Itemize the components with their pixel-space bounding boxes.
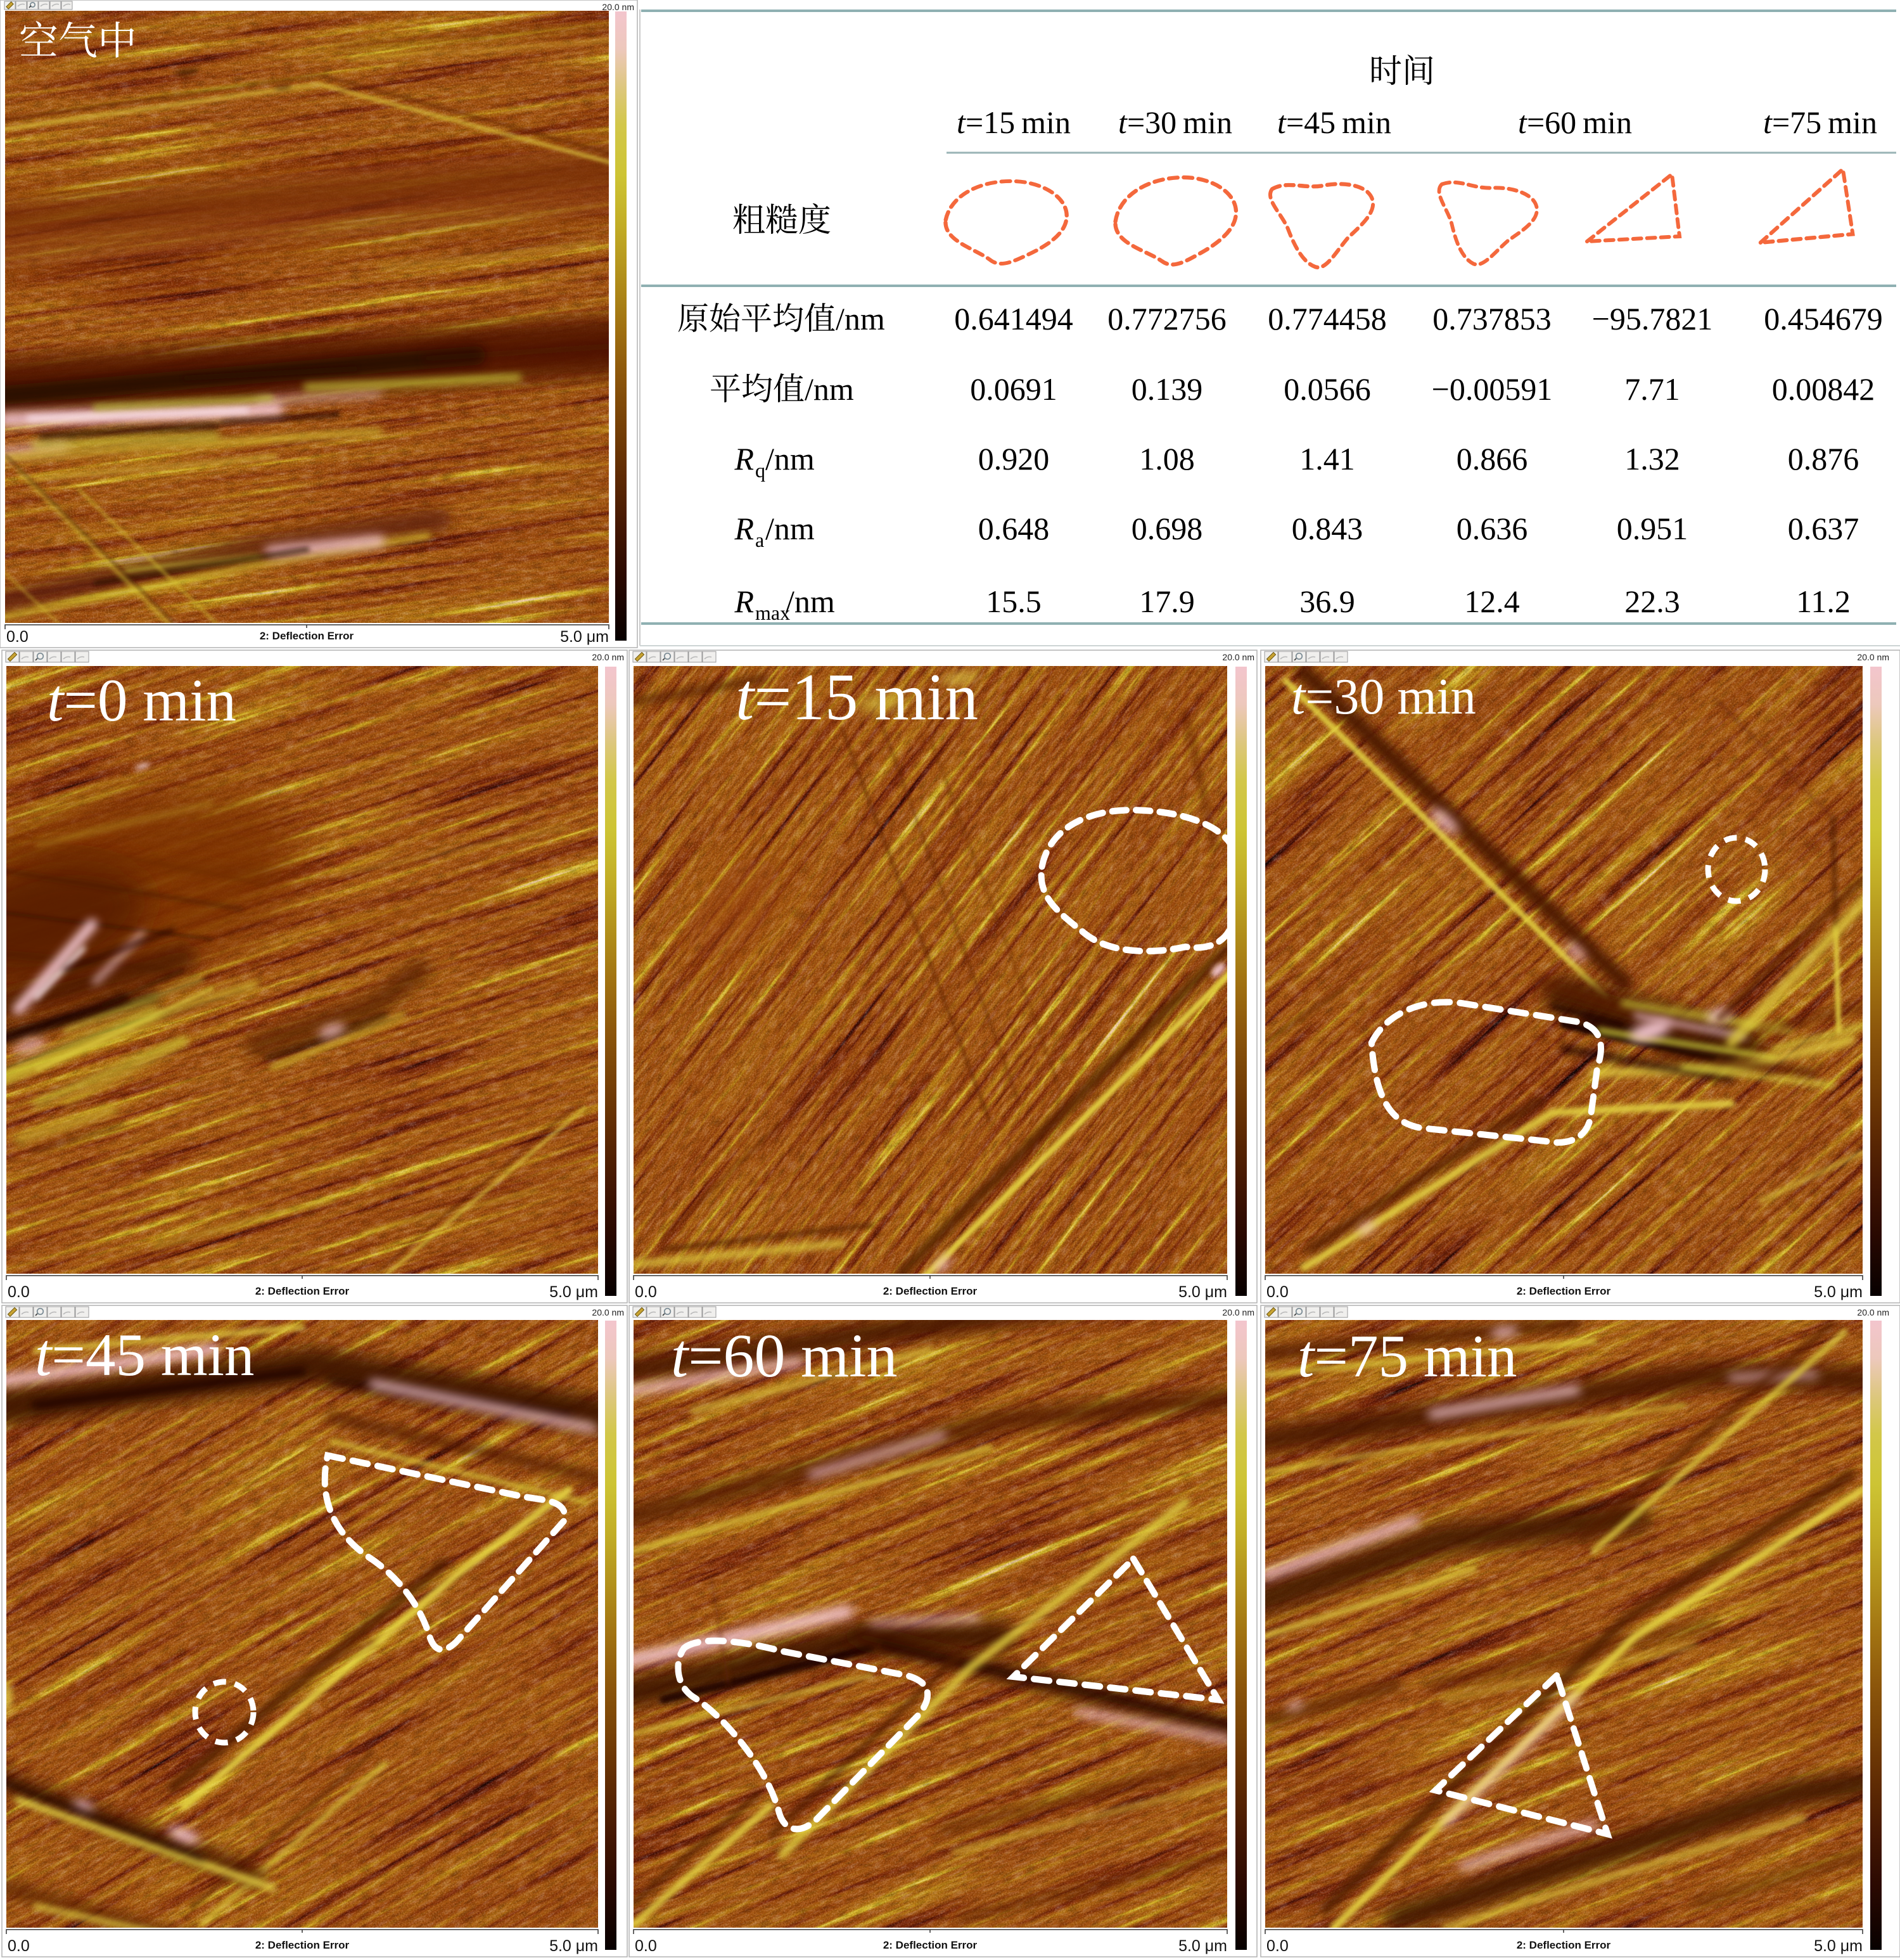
svg-text:0.698: 0.698 — [1132, 511, 1203, 546]
svg-text:0.454679: 0.454679 — [1764, 301, 1883, 336]
svg-text:R: R — [734, 511, 754, 546]
svg-text:a: a — [755, 528, 764, 551]
svg-text:0.636: 0.636 — [1457, 511, 1528, 546]
svg-text:t=15 min: t=15 min — [957, 105, 1071, 140]
svg-text:20.0 nm: 20.0 nm — [1857, 652, 1889, 662]
svg-text:−95.7821: −95.7821 — [1592, 301, 1713, 336]
svg-text:0.641494: 0.641494 — [954, 301, 1073, 336]
svg-text:/nm: /nm — [786, 584, 835, 619]
svg-text:5.0 μm: 5.0 μm — [1178, 1283, 1227, 1301]
svg-text:1.41: 1.41 — [1299, 441, 1355, 477]
svg-text:20.0 nm: 20.0 nm — [602, 2, 634, 12]
svg-text:5.0 μm: 5.0 μm — [1814, 1283, 1863, 1301]
svg-text:2: Deflection Error: 2: Deflection Error — [1517, 1285, 1611, 1297]
svg-text:1.32: 1.32 — [1624, 441, 1680, 477]
svg-text:q: q — [755, 459, 765, 482]
svg-text:t=45 min: t=45 min — [1277, 105, 1391, 140]
svg-text:2: Deflection Error: 2: Deflection Error — [255, 1939, 350, 1951]
svg-text:0.0691: 0.0691 — [970, 371, 1057, 407]
svg-text:R: R — [734, 584, 754, 619]
svg-text:0.0: 0.0 — [635, 1937, 657, 1955]
svg-text:/nm: /nm — [765, 511, 815, 546]
svg-text:0.772756: 0.772756 — [1107, 301, 1227, 336]
svg-text:0.774458: 0.774458 — [1268, 301, 1387, 336]
svg-text:2: Deflection Error: 2: Deflection Error — [883, 1939, 978, 1951]
svg-text:/nm: /nm — [805, 371, 854, 407]
svg-text:5.0 μm: 5.0 μm — [560, 628, 609, 646]
svg-text:7.71: 7.71 — [1624, 371, 1680, 407]
svg-text:0.0: 0.0 — [635, 1283, 657, 1301]
svg-text:2: Deflection Error: 2: Deflection Error — [255, 1285, 350, 1297]
svg-text:t=0 min: t=0 min — [47, 667, 236, 734]
svg-text:0.139: 0.139 — [1132, 371, 1203, 407]
svg-text:/nm: /nm — [765, 441, 815, 477]
svg-text:2: Deflection Error: 2: Deflection Error — [883, 1285, 978, 1297]
svg-text:0.0: 0.0 — [6, 628, 29, 646]
svg-text:2: Deflection Error: 2: Deflection Error — [260, 630, 354, 642]
svg-text:t=75 min: t=75 min — [1763, 105, 1877, 140]
svg-text:t=30 min: t=30 min — [1291, 669, 1476, 725]
svg-text:0.0: 0.0 — [8, 1283, 30, 1301]
svg-text:t=30 min: t=30 min — [1118, 105, 1232, 140]
svg-text:15.5: 15.5 — [986, 584, 1042, 619]
svg-text:t=15 min: t=15 min — [736, 660, 978, 734]
svg-text:0.00842: 0.00842 — [1772, 371, 1875, 407]
svg-text:0.0: 0.0 — [8, 1937, 30, 1955]
svg-text:5.0 μm: 5.0 μm — [549, 1937, 598, 1955]
svg-text:−0.00591: −0.00591 — [1432, 371, 1553, 407]
svg-text:11.2: 11.2 — [1796, 584, 1851, 619]
svg-text:12.4: 12.4 — [1464, 584, 1520, 619]
svg-text:t=60 min: t=60 min — [671, 1322, 897, 1390]
svg-text:0.637: 0.637 — [1788, 511, 1859, 546]
svg-text:0.0: 0.0 — [1266, 1937, 1289, 1955]
svg-text:0.876: 0.876 — [1788, 441, 1859, 477]
svg-text:20.0 nm: 20.0 nm — [1222, 652, 1254, 662]
svg-text:0.951: 0.951 — [1617, 511, 1688, 546]
svg-text:20.0 nm: 20.0 nm — [592, 652, 624, 662]
svg-text:36.9: 36.9 — [1299, 584, 1355, 619]
svg-text:0.737853: 0.737853 — [1432, 301, 1552, 336]
svg-text:22.3: 22.3 — [1624, 584, 1680, 619]
svg-text:0.0: 0.0 — [1266, 1283, 1289, 1301]
svg-text:0.0566: 0.0566 — [1284, 371, 1371, 407]
svg-text:20.0 nm: 20.0 nm — [1857, 1307, 1889, 1317]
svg-text:5.0 μm: 5.0 μm — [1178, 1937, 1227, 1955]
svg-text:5.0 μm: 5.0 μm — [1814, 1937, 1863, 1955]
svg-text:0.866: 0.866 — [1457, 441, 1528, 477]
svg-text:t=45 min: t=45 min — [35, 1321, 255, 1388]
svg-text:t=60 min: t=60 min — [1518, 105, 1632, 140]
svg-text:2: Deflection Error: 2: Deflection Error — [1517, 1939, 1611, 1951]
svg-text:t=75 min: t=75 min — [1297, 1323, 1517, 1390]
svg-text:17.9: 17.9 — [1139, 584, 1195, 619]
svg-text:max: max — [755, 601, 790, 624]
svg-text:0.648: 0.648 — [978, 511, 1050, 546]
svg-text:0.920: 0.920 — [978, 441, 1050, 477]
svg-text:0.843: 0.843 — [1292, 511, 1363, 546]
svg-text:1.08: 1.08 — [1139, 441, 1195, 477]
svg-text:20.0 nm: 20.0 nm — [592, 1307, 624, 1317]
svg-text:R: R — [734, 441, 754, 477]
svg-text:/nm: /nm — [836, 301, 885, 336]
svg-text:5.0 μm: 5.0 μm — [549, 1283, 598, 1301]
svg-text:20.0 nm: 20.0 nm — [1222, 1307, 1254, 1317]
